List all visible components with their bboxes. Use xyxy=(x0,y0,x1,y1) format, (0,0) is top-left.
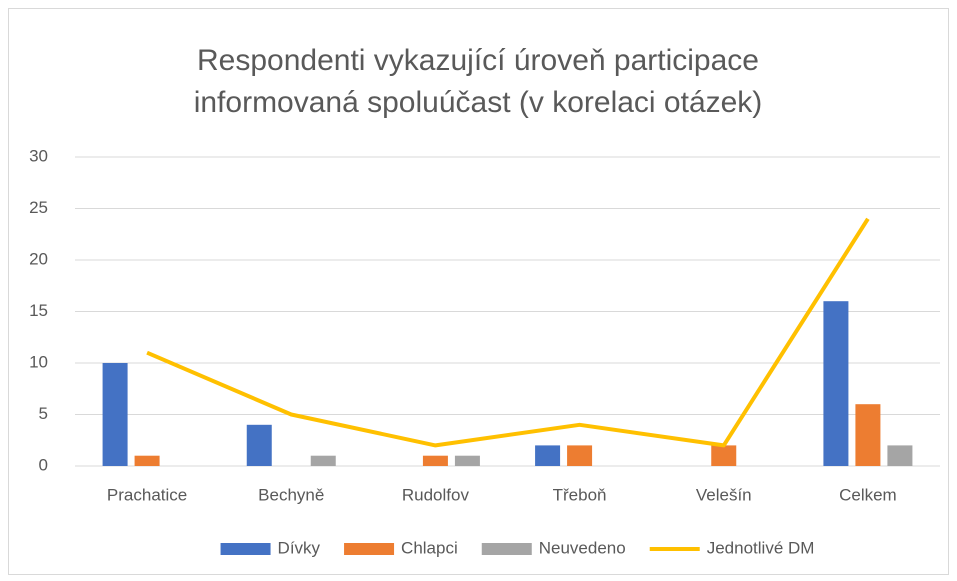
legend-label: Chlapci xyxy=(401,538,458,557)
y-tick-label: 25 xyxy=(29,198,48,217)
chart-border xyxy=(8,8,949,575)
bar xyxy=(134,455,160,466)
y-tick-label: 30 xyxy=(29,146,48,165)
bar xyxy=(887,445,913,466)
y-tick-label: 5 xyxy=(39,404,48,423)
x-tick-label: Bechyně xyxy=(258,485,324,504)
y-tick-label: 15 xyxy=(29,301,48,320)
y-tick-label: 20 xyxy=(29,249,48,268)
chart-title: informovaná spoluúčast (v korelaci otáze… xyxy=(194,86,763,119)
bar xyxy=(711,445,737,466)
x-tick-label: Velešín xyxy=(696,485,752,504)
bar xyxy=(567,445,593,466)
legend-label: Dívky xyxy=(278,538,321,557)
y-tick-label: 0 xyxy=(39,455,48,474)
x-tick-label: Celkem xyxy=(839,485,897,504)
y-tick-label: 10 xyxy=(29,352,48,371)
legend-label: Jednotlivé DM xyxy=(707,538,815,557)
bar xyxy=(310,455,336,466)
legend-marker xyxy=(220,543,271,555)
chart-title: Respondenti vykazující úroveň participac… xyxy=(197,44,759,77)
legend-marker xyxy=(344,543,395,555)
line-series xyxy=(146,217,870,448)
bar xyxy=(454,455,480,466)
legend-label: Neuvedeno xyxy=(539,538,626,557)
bar xyxy=(246,424,272,466)
x-tick-label: Prachatice xyxy=(107,485,187,504)
bar xyxy=(535,445,561,466)
x-tick-label: Třeboň xyxy=(553,485,607,504)
bar xyxy=(102,363,128,466)
bar xyxy=(422,455,448,466)
x-tick-label: Rudolfov xyxy=(402,485,470,504)
bar xyxy=(823,301,849,466)
bar xyxy=(855,404,881,466)
legend-marker xyxy=(481,543,532,555)
